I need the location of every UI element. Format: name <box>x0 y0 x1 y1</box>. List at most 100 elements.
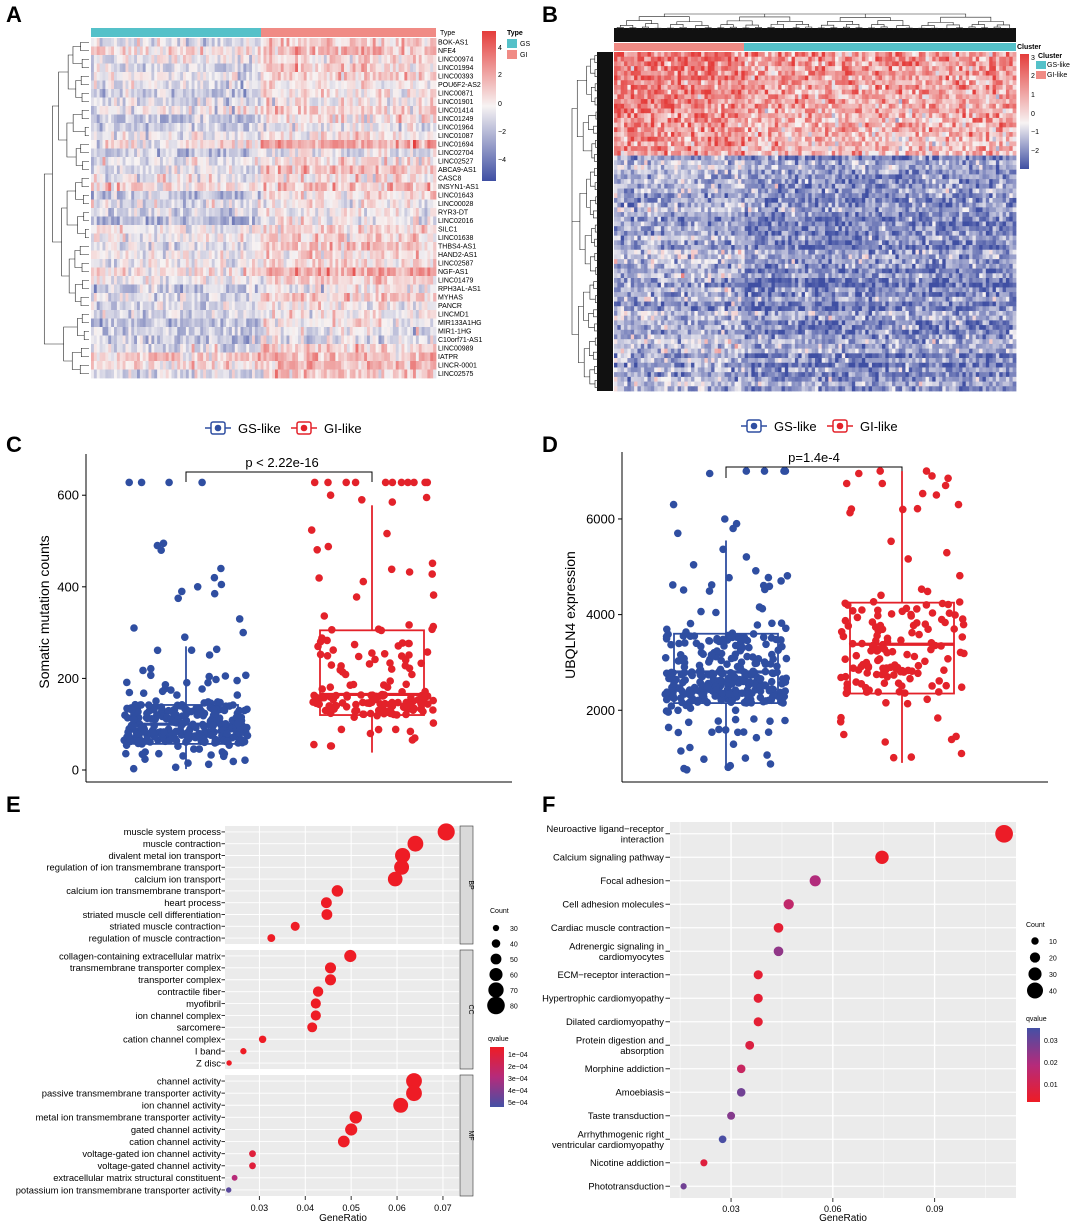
heat-cell <box>174 140 178 149</box>
heat-cell <box>93 369 98 379</box>
heat-cell <box>234 284 239 294</box>
heat-cell <box>99 284 103 294</box>
heat-cell <box>415 72 420 81</box>
heat-cell <box>105 301 109 311</box>
heat-cell <box>96 216 101 226</box>
heat-cell <box>223 310 227 319</box>
heat-cell <box>318 284 322 294</box>
heat-cell <box>341 165 345 175</box>
heat-cell <box>93 310 98 319</box>
heat-cell <box>145 131 149 141</box>
heat-cell <box>160 38 164 47</box>
heat-cell <box>220 293 224 302</box>
heat-cell <box>312 131 316 141</box>
heat-cell <box>220 131 224 141</box>
heat-cell <box>372 293 377 302</box>
heat-cell <box>200 284 204 294</box>
heat-cell <box>105 284 109 294</box>
heat-cell <box>249 369 253 379</box>
heat-cell <box>214 46 218 56</box>
heat-cell <box>292 63 296 73</box>
heat-cell <box>381 63 385 73</box>
heat-cell <box>162 225 167 234</box>
heat-cell <box>252 301 256 311</box>
heat-cell <box>119 259 124 268</box>
heat-cell <box>865 52 869 58</box>
heat-cell <box>131 276 135 285</box>
heat-cell <box>292 38 296 47</box>
heat-cell <box>142 72 147 81</box>
heat-cell <box>392 123 397 132</box>
heat-cell <box>369 55 374 64</box>
heat-cell <box>341 114 345 124</box>
heat-cell <box>105 293 109 302</box>
heat-cell <box>410 327 414 336</box>
heat-cell <box>387 242 391 251</box>
heat-cell <box>346 335 351 345</box>
heat-cell <box>246 369 250 379</box>
heat-cell <box>151 284 155 294</box>
heat-cell <box>318 165 322 175</box>
heat-cell <box>217 276 221 285</box>
heat-cell <box>404 148 408 158</box>
heat-cell <box>277 63 282 73</box>
heat-cell <box>180 267 184 277</box>
heat-cell <box>355 182 359 192</box>
heat-cell <box>217 352 221 362</box>
heat-cell <box>421 310 425 319</box>
heat-cell <box>246 114 250 124</box>
heat-cell <box>148 46 152 56</box>
heat-cell <box>367 55 371 64</box>
heat-cell <box>312 250 316 260</box>
heat-cell <box>203 140 207 149</box>
heat-cell <box>194 191 198 200</box>
heat-cell <box>105 55 109 64</box>
heat-cell <box>200 318 204 328</box>
heat-cell <box>119 250 124 260</box>
heat-cell <box>237 191 241 200</box>
heat-cell <box>358 174 362 183</box>
heat-cell <box>361 199 365 209</box>
heat-cell <box>407 182 411 192</box>
heat-cell <box>246 335 250 345</box>
heat-cell <box>231 335 236 345</box>
heat-cell <box>300 123 305 132</box>
heat-cell <box>372 301 377 311</box>
heat-cell <box>220 267 224 277</box>
heat-cell <box>111 131 115 141</box>
heat-cell <box>332 148 336 158</box>
heat-cell <box>168 165 172 175</box>
heat-cell <box>364 318 368 328</box>
heat-cell <box>395 267 400 277</box>
heat-cell <box>392 259 397 268</box>
heat-cell <box>237 38 241 47</box>
heat-cell <box>349 233 354 243</box>
heat-cell <box>427 131 431 141</box>
heat-cell <box>131 123 135 132</box>
heat-cell <box>430 310 434 319</box>
heat-cell <box>309 157 313 166</box>
heat-cell <box>275 114 279 124</box>
heat-cell <box>346 284 351 294</box>
heat-cell <box>318 301 322 311</box>
heat-cell <box>168 157 172 166</box>
heat-cell <box>277 199 282 209</box>
heat-cell <box>384 344 388 353</box>
heat-cell <box>142 89 147 98</box>
heat-cell <box>260 38 264 47</box>
heat-cell <box>871 52 876 58</box>
heat-cell <box>691 52 695 58</box>
heat-cell <box>116 310 121 319</box>
heat-cell <box>162 199 167 209</box>
heat-cell <box>355 106 359 115</box>
heat-cell <box>275 310 279 319</box>
heat-cell <box>185 233 190 243</box>
panel-a-scale-label-4: 4 <box>498 45 502 52</box>
heat-cell <box>217 199 221 209</box>
heat-cell <box>748 52 752 58</box>
heat-cell <box>266 106 270 115</box>
heat-cell <box>902 52 906 58</box>
heat-cell <box>160 250 164 260</box>
heat-cell <box>289 131 293 141</box>
heat-cell <box>289 369 293 379</box>
